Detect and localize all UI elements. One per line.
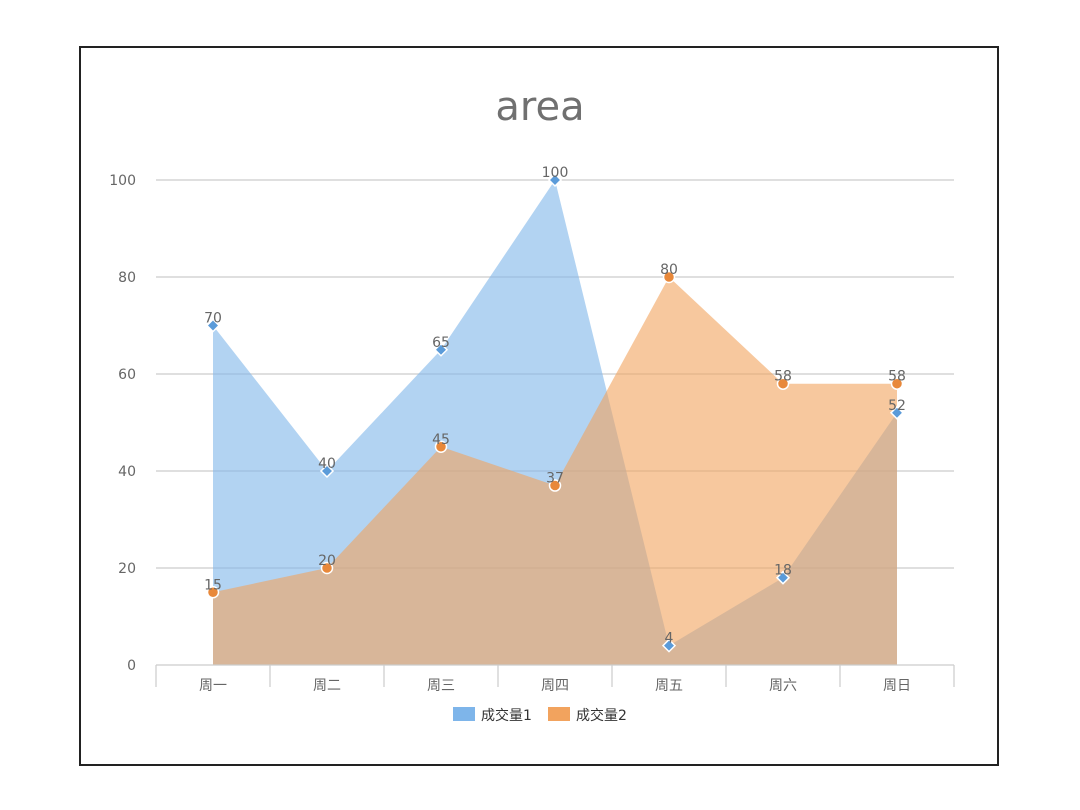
data-label: 4	[665, 631, 674, 647]
legend-item-1[interactable]: 成交量1	[453, 707, 532, 724]
marker-diamond[interactable]	[889, 405, 905, 420]
y-tick-label: 40	[118, 464, 136, 480]
data-label: 45	[432, 432, 450, 448]
x-tick-label: 周日	[883, 678, 911, 694]
data-label: 70	[204, 311, 222, 327]
marker-diamond[interactable]	[775, 570, 791, 585]
legend-swatch	[453, 707, 475, 721]
chart-title: area	[495, 84, 585, 130]
marker-circle[interactable]	[548, 479, 562, 492]
marker-diamond[interactable]	[319, 463, 335, 479]
series-area-2	[213, 277, 897, 665]
y-tick-label: 100	[109, 173, 136, 189]
data-label: 52	[888, 398, 906, 414]
x-axis: 周一 周二 周三 周四 周五 周六 周日	[155, 664, 955, 694]
marker-circle[interactable]	[662, 270, 676, 284]
marker-circle[interactable]	[206, 586, 220, 599]
x-tick-label: 周五	[655, 678, 683, 694]
data-labels: 70 40 65 100 4 18 52 15 20 45 37 80 58 58	[204, 165, 906, 647]
y-tick-label: 0	[127, 658, 136, 674]
marker-diamond[interactable]	[661, 638, 677, 653]
legend-item-2[interactable]: 成交量2	[548, 707, 627, 724]
marker-circle[interactable]	[434, 440, 448, 453]
series-markers	[205, 172, 905, 653]
data-label: 40	[318, 456, 336, 472]
data-label: 37	[546, 471, 564, 487]
x-tick-label: 周六	[769, 678, 797, 694]
marker-diamond[interactable]	[433, 342, 449, 357]
data-label: 65	[432, 335, 450, 351]
x-tick-label: 周三	[427, 678, 455, 694]
x-tick-label: 周四	[541, 678, 569, 694]
marker-diamond[interactable]	[205, 318, 221, 333]
y-tick-label: 80	[118, 270, 136, 286]
marker-circle[interactable]	[890, 377, 904, 390]
x-tick-label: 周二	[313, 678, 341, 694]
y-tick-label: 20	[118, 561, 136, 577]
marker-diamond[interactable]	[547, 172, 563, 188]
data-label: 58	[888, 369, 906, 385]
data-label: 58	[774, 369, 792, 385]
data-label: 18	[774, 563, 792, 579]
legend-swatch	[548, 707, 570, 721]
y-axis-ticks: 0 20 40 60 80 100	[109, 173, 136, 674]
series-areas	[213, 180, 897, 665]
marker-circle[interactable]	[320, 561, 334, 575]
data-label: 15	[204, 577, 222, 593]
legend-label: 成交量2	[576, 707, 627, 724]
data-label: 100	[542, 165, 569, 181]
legend[interactable]: 成交量1 成交量2	[453, 707, 627, 724]
data-label: 80	[660, 262, 678, 278]
legend-label: 成交量1	[481, 707, 532, 724]
data-label: 20	[318, 553, 336, 569]
y-tick-label: 60	[118, 367, 136, 383]
marker-circle[interactable]	[776, 377, 790, 390]
x-tick-label: 周一	[199, 678, 227, 694]
